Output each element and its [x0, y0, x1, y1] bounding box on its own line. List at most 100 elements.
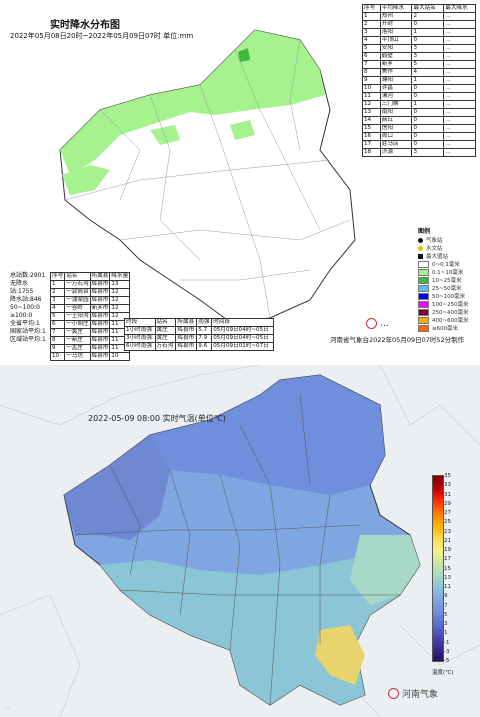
- precip-legend: 图例 气象站 水文站 最大值站 0~0.1毫米 0.1~10毫米 10~25毫米 25~5…: [418, 228, 478, 332]
- city-cell: 1: [362, 12, 381, 21]
- city-cell: …: [443, 76, 476, 85]
- city-cell: 0: [411, 20, 445, 29]
- weibo-icon: [388, 688, 399, 699]
- temp-zone-southeast: [350, 535, 420, 605]
- stat-value: 1755: [18, 288, 34, 295]
- intensity-cell: 05月09日04时~05日: [211, 326, 274, 335]
- rank-cell: 10: [109, 352, 131, 361]
- city-cell: 信阳: [379, 124, 413, 133]
- legend-bin-item: 50~100毫米: [418, 292, 478, 300]
- temp-zone-north: [150, 375, 385, 495]
- city-cell: 3: [411, 52, 445, 61]
- stat-value: 0: [36, 304, 40, 311]
- rank-cell: 13: [109, 280, 131, 289]
- rank-cell: 新乡市: [89, 304, 111, 313]
- legend-symbol-label: 气象站: [426, 238, 443, 244]
- rank-cell: 12: [109, 296, 131, 305]
- legend-swatch: [418, 324, 429, 332]
- rank-cell: 1: [49, 280, 66, 289]
- legend-bin-item: 25~50毫米: [418, 284, 478, 292]
- stat-value: 0: [28, 312, 33, 319]
- legend-bin-item: 10~25毫米: [418, 276, 478, 284]
- city-cell: 4: [411, 68, 445, 77]
- city-table-row: 6 鹤壁 3…: [362, 52, 476, 61]
- city-cell: 16: [362, 132, 381, 141]
- city-cell: 1: [411, 100, 445, 109]
- city-cell: 南阳: [379, 108, 413, 117]
- rain-area-heavy: [238, 48, 250, 62]
- colorbar-tick-label: 21: [444, 537, 451, 544]
- city-cell: …: [443, 60, 476, 69]
- yellow-dot-icon: [418, 245, 423, 251]
- stat-label: ≥100:: [10, 312, 29, 319]
- rank-cell: 9: [49, 344, 66, 353]
- rank-cell: 辉县市: [89, 336, 111, 345]
- intensity-cell: 7.9: [196, 334, 213, 343]
- stat-label: 区域站平均:: [10, 336, 43, 343]
- rank-col-amount: 降水量: [109, 272, 131, 281]
- city-cell: 鹤壁: [379, 52, 413, 61]
- intensity-col-station: 站名: [154, 318, 177, 327]
- intensity-table-header: 时段 站名 所属县 雨强 时间段: [124, 318, 274, 327]
- city-cell: 1: [411, 76, 445, 85]
- intensity-cell: 辉县市: [175, 334, 198, 343]
- stat-row: 区域站平均:1: [10, 336, 50, 344]
- city-cell: 18: [362, 148, 381, 157]
- colorbar-tick-label: 27: [444, 510, 451, 516]
- city-cell: …: [443, 44, 476, 53]
- city-cell: …: [443, 108, 476, 117]
- colorbar-tick-label: -5: [444, 658, 450, 664]
- city-cell: 6: [362, 52, 381, 61]
- legend-swatch: [418, 300, 429, 308]
- city-cell: 新乡: [379, 60, 413, 69]
- city-rain-table: 序号 平均降水 最大站名 最大降水 1 郑州 2… 2 开封 0… 3 洛阳 1… 4 平顶山 0… 5…: [362, 4, 476, 157]
- stat-row: 降水站:846: [10, 296, 50, 304]
- city-cell: 0: [411, 108, 445, 117]
- stat-row: ≥100:0: [10, 312, 50, 320]
- city-cell: 洛阳: [379, 28, 413, 37]
- legend-bin-item: 250~400毫米: [418, 308, 478, 316]
- city-table-row: 4 平顶山 0…: [362, 36, 476, 45]
- city-cell: 11: [362, 92, 381, 101]
- legend-bin-label: 50~100毫米: [432, 294, 466, 300]
- city-table-row: 13 南阳 0…: [362, 108, 476, 117]
- rank-table-row: 1 一万石沟 辉县市 13: [49, 280, 131, 289]
- city-cell: 0: [411, 116, 445, 125]
- city-cell: 驻马店: [379, 140, 413, 149]
- rank-table-row: 4 一谷岭 新乡市 12: [49, 304, 131, 313]
- colorbar-tick-label: 5: [444, 611, 448, 618]
- rank-table-row: 10 一马坊 辉县市 10: [49, 352, 131, 361]
- rank-cell: 辉县市: [89, 280, 111, 289]
- legend-swatch: [418, 308, 429, 316]
- legend-symbol-label: 最大值站: [426, 254, 449, 260]
- stat-row: 国家站平均:1: [10, 328, 50, 336]
- rank-cell: 一孟庄: [64, 344, 91, 353]
- city-table-row: 15 信阳 0…: [362, 124, 476, 133]
- stat-label: 无降水站:: [10, 280, 29, 295]
- city-cell: 焦作: [379, 68, 413, 77]
- intensity-cell: 9.6: [196, 342, 213, 351]
- city-table-row: 2 开封 0…: [362, 20, 476, 29]
- city-cell: …: [443, 148, 476, 157]
- city-cell: 1: [411, 28, 445, 37]
- city-table-row: 16 周口 0…: [362, 132, 476, 141]
- stat-row: 50~100:0: [10, 304, 50, 312]
- rank-cell: 一谷岭: [64, 304, 91, 313]
- rank-cell: 10: [49, 352, 66, 361]
- rank-cell: 辉县市: [89, 312, 111, 321]
- colorbar-tick-label: 23: [444, 528, 451, 535]
- county-lines-bottom: [74, 394, 400, 706]
- city-cell: 10: [362, 84, 381, 93]
- stat-row: 全省平均:1: [10, 320, 50, 328]
- rank-cell: 4: [49, 304, 66, 313]
- stat-label: 降水站:: [10, 296, 31, 303]
- rain-area-west: [62, 165, 110, 195]
- colorbar-tick-label: -3: [444, 648, 450, 655]
- city-cell: …: [443, 52, 476, 61]
- precip-map-subtitle: 2022年05月08日20时~2022年05月09日07时 单位:mm: [10, 32, 194, 40]
- legend-bin-item: 400~600毫米: [418, 316, 478, 324]
- intensity-cell: 辉县市: [175, 326, 198, 335]
- temp-colorbar-labels: 35 33 31 29 27 25 23 21 19 17 15 13 11 9 7 5 3 1 -1 -3 -5: [444, 473, 474, 664]
- temp-zone-warm: [315, 625, 365, 685]
- intensity-table-row: 6小时雨强 万石沟 辉县市 9.6 05月09日01时~07日: [124, 342, 274, 351]
